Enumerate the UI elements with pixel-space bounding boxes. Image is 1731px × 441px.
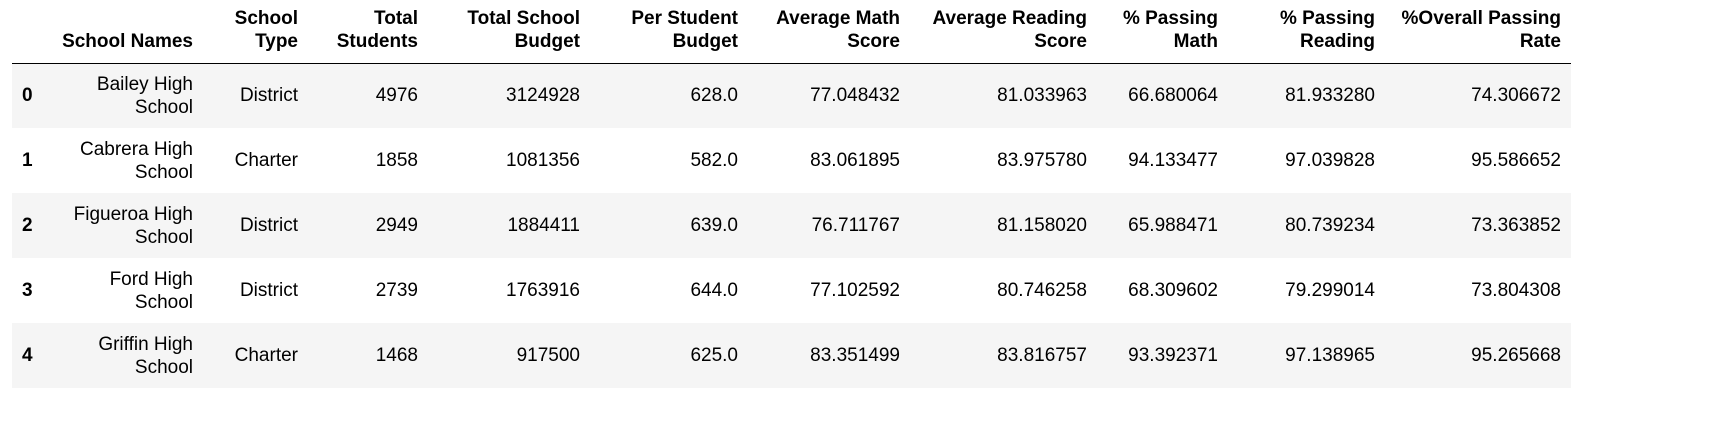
average-reading-cell: 80.746258 [997, 280, 1087, 301]
table-body: 0 Bailey High School District 4976 31249… [12, 63, 1571, 388]
total-budget-cell: 1763916 [506, 280, 580, 301]
overall-passing-cell: 95.265668 [1471, 345, 1561, 366]
school-type-cell: Charter [234, 150, 298, 171]
per-student-budget-cell: 625.0 [690, 345, 738, 366]
row-index: 2 [22, 215, 33, 236]
total-students-cell: 1468 [375, 345, 418, 366]
average-reading-cell: 83.816757 [997, 345, 1087, 366]
passing-math-cell: 94.133477 [1128, 150, 1218, 171]
passing-math-cell: 93.392371 [1128, 345, 1218, 366]
row-index: 0 [22, 85, 33, 107]
average-math-cell: 83.351499 [810, 345, 900, 366]
row-index: 1 [22, 150, 33, 171]
table-row: 3 Ford High School District 2739 1763916… [12, 258, 1571, 323]
total-budget-cell: 1081356 [506, 150, 580, 171]
total-students-header: Total Students [336, 7, 418, 52]
per-student-budget-cell: 582.0 [690, 150, 738, 171]
average-reading-cell: 83.975780 [997, 150, 1087, 171]
school-type-cell: Charter [234, 345, 298, 366]
school-summary-table: School Names School Type Total Students … [12, 0, 1571, 388]
total-students-cell: 4976 [375, 85, 418, 107]
school-name-cell: Cabrera High School [80, 138, 193, 183]
percent-passing-math-header: % Passing Math [1122, 7, 1218, 52]
table-row: 0 Bailey High School District 4976 31249… [12, 63, 1571, 128]
passing-reading-cell: 97.138965 [1285, 345, 1375, 366]
average-math-score-header: Average Math Score [776, 7, 900, 52]
table-row: 2 Figueroa High School District 2949 188… [12, 193, 1571, 258]
row-index: 4 [22, 345, 33, 366]
school-name-cell: Griffin High School [98, 333, 193, 378]
passing-reading-cell: 80.739234 [1285, 215, 1375, 236]
total-students-cell: 2739 [375, 280, 418, 301]
passing-math-cell: 68.309602 [1128, 280, 1218, 301]
passing-math-cell: 65.988471 [1128, 215, 1218, 236]
school-name-cell: Ford High School [109, 268, 193, 313]
average-math-cell: 76.711767 [811, 215, 900, 236]
overall-passing-rate-header: %Overall Passing Rate [1401, 7, 1561, 52]
total-budget-cell: 3124928 [506, 85, 580, 107]
table-row: 4 Griffin High School Charter 1468 91750… [12, 323, 1571, 388]
school-names-header: School Names [62, 30, 193, 52]
overall-passing-cell: 73.363852 [1471, 215, 1561, 236]
total-budget-cell: 917500 [516, 345, 580, 366]
passing-reading-cell: 81.933280 [1285, 85, 1375, 107]
table-header: School Names School Type Total Students … [12, 0, 1571, 63]
total-school-budget-header: Total School Budget [467, 7, 580, 52]
average-math-cell: 77.048432 [810, 85, 900, 107]
percent-passing-reading-header: % Passing Reading [1279, 7, 1375, 52]
per-student-budget-cell: 628.0 [690, 85, 738, 107]
header-row: School Names School Type Total Students … [12, 0, 1571, 63]
average-reading-cell: 81.158020 [997, 215, 1087, 236]
overall-passing-cell: 73.804308 [1471, 280, 1561, 301]
table-row: 1 Cabrera High School Charter 1858 10813… [12, 128, 1571, 193]
passing-reading-cell: 79.299014 [1285, 280, 1375, 301]
school-type-header: School Type [234, 7, 298, 52]
average-math-cell: 77.102592 [810, 280, 900, 301]
average-math-cell: 83.061895 [810, 150, 900, 171]
school-name-cell: Figueroa High School [73, 203, 193, 248]
total-students-cell: 2949 [375, 215, 418, 236]
school-name-cell: Bailey High School [96, 73, 193, 118]
total-students-cell: 1858 [375, 150, 418, 171]
school-type-cell: District [239, 280, 298, 301]
school-type-cell: District [239, 85, 298, 107]
average-reading-cell: 81.033963 [997, 85, 1087, 107]
overall-passing-cell: 74.306672 [1471, 85, 1561, 107]
total-budget-cell: 1884411 [507, 215, 580, 236]
row-index: 3 [22, 280, 33, 301]
average-reading-score-header: Average Reading Score [932, 7, 1087, 52]
per-student-budget-cell: 639.0 [690, 215, 738, 236]
passing-math-cell: 66.680064 [1128, 85, 1218, 107]
per-student-budget-header: Per Student Budget [631, 7, 738, 52]
school-type-cell: District [239, 215, 298, 236]
passing-reading-cell: 97.039828 [1285, 150, 1375, 171]
index-header [12, 0, 47, 63]
per-student-budget-cell: 644.0 [690, 280, 738, 301]
overall-passing-cell: 95.586652 [1471, 150, 1561, 171]
